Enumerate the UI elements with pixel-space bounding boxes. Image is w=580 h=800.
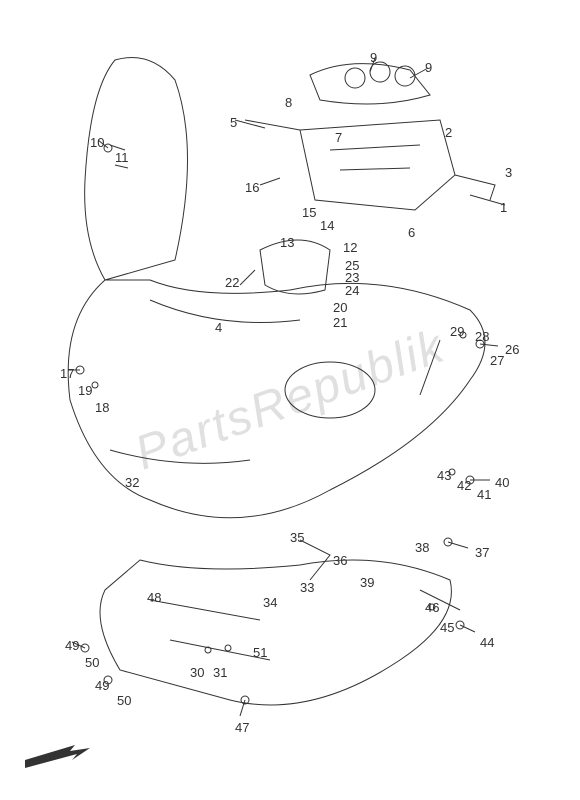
callout-24: 24 [345,283,359,298]
callout-47: 47 [235,720,249,735]
callout-37: 37 [475,545,489,560]
callout-32: 32 [125,475,139,490]
callout-9b: 9 [425,60,432,75]
callout-5: 5 [230,115,237,130]
callout-35: 35 [290,530,304,545]
callout-48: 48 [147,590,161,605]
callout-49: 49 [65,638,79,653]
callout-12: 12 [343,240,357,255]
callout-31: 31 [213,665,227,680]
callout-7: 7 [335,130,342,145]
callout-15: 15 [302,205,316,220]
callout-49b: 49 [95,678,109,693]
callout-26: 26 [505,342,519,357]
callout-16: 16 [245,180,259,195]
callout-41: 41 [477,487,491,502]
callout-11: 11 [115,150,129,165]
callout-1: 1 [500,200,507,215]
callout-28: 28 [475,329,489,344]
technical-drawing [0,0,580,800]
callout-27: 27 [490,353,504,368]
callout-4: 4 [215,320,222,335]
callout-39: 39 [360,575,374,590]
callout-25: 25 [345,258,359,273]
callout-34: 34 [263,595,277,610]
callout-13: 13 [280,235,294,250]
callout-20: 20 [333,300,347,315]
direction-arrow-icon [20,740,90,770]
callout-2: 2 [445,125,452,140]
callout-40: 40 [495,475,509,490]
callout-46: 46 [425,600,439,615]
callout-36: 36 [333,553,347,568]
callout-17: 17 [60,366,74,381]
diagram-container: PartsRepublik [0,0,580,800]
callout-6: 6 [408,225,415,240]
callout-22: 22 [225,275,239,290]
callout-33: 33 [300,580,314,595]
callout-42: 42 [457,478,471,493]
callout-10: 10 [90,135,104,150]
callout-19: 19 [78,383,92,398]
callout-18: 18 [95,400,109,415]
callout-29: 29 [450,324,464,339]
callout-8: 8 [285,95,292,110]
callout-50b: 50 [117,693,131,708]
callout-50: 50 [85,655,99,670]
callout-38: 38 [415,540,429,555]
callout-9: 9 [370,50,377,65]
callout-21: 21 [333,315,347,330]
callout-45: 45 [440,620,454,635]
callout-30: 30 [190,665,204,680]
callout-43: 43 [437,468,451,483]
callout-3: 3 [505,165,512,180]
callout-51: 51 [253,645,267,660]
callout-44: 44 [480,635,494,650]
callout-14: 14 [320,218,334,233]
